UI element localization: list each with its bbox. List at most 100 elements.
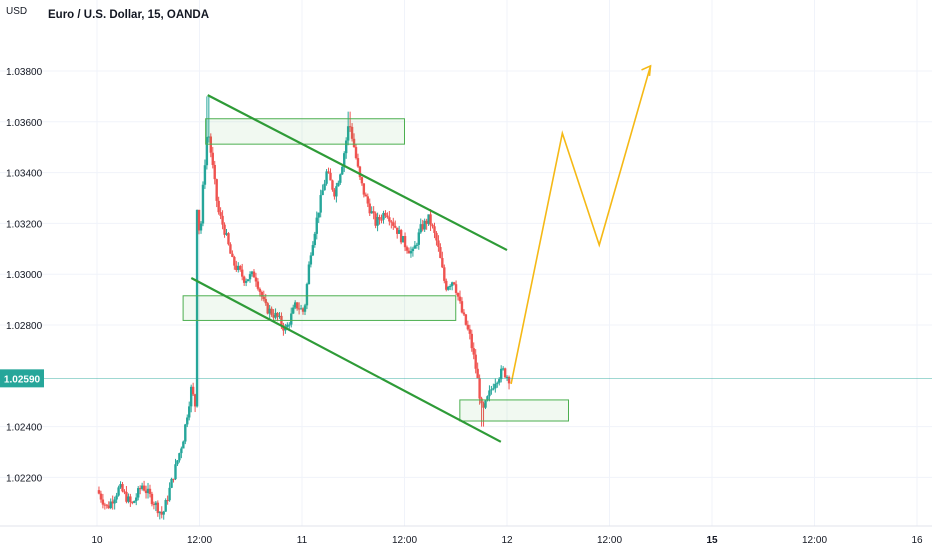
candle-body bbox=[158, 511, 161, 514]
drawings[interactable] bbox=[182, 64, 652, 443]
candle-body bbox=[221, 215, 224, 225]
candle-body bbox=[452, 282, 456, 285]
candle-body bbox=[382, 212, 385, 220]
trendline[interactable] bbox=[190, 277, 502, 443]
price-tick-label: 1.02200 bbox=[6, 473, 43, 484]
candle-body bbox=[201, 184, 205, 224]
candle-body bbox=[290, 313, 293, 325]
candle-body bbox=[160, 511, 163, 515]
candle-body bbox=[333, 189, 336, 197]
candle-body bbox=[484, 400, 487, 408]
candle-body bbox=[331, 180, 334, 190]
candle-body bbox=[447, 286, 450, 290]
candle-body bbox=[270, 308, 273, 315]
candle-body bbox=[258, 288, 262, 292]
candle-body bbox=[305, 284, 309, 306]
candle-body bbox=[411, 248, 415, 252]
candle-body bbox=[231, 253, 234, 257]
candle-body bbox=[441, 258, 444, 268]
candle-body bbox=[235, 265, 238, 271]
time-axis[interactable]: 10 12:00 11 12:00 12 12:00 15 12:00 16 bbox=[0, 525, 932, 546]
candle-body bbox=[223, 224, 226, 235]
candle-body bbox=[319, 195, 322, 213]
candle-body bbox=[140, 485, 144, 489]
candle-body bbox=[193, 394, 197, 407]
candle-body bbox=[264, 299, 267, 304]
candle-body bbox=[299, 308, 303, 310]
candle-body bbox=[427, 214, 430, 224]
zone-rectangle[interactable] bbox=[182, 295, 457, 321]
candle-body bbox=[205, 137, 209, 166]
candle-body bbox=[266, 303, 269, 314]
candle-body bbox=[313, 233, 316, 246]
time-tick-label: 12 bbox=[501, 535, 513, 546]
candle-body bbox=[448, 285, 452, 287]
time-tick-label: 12:00 bbox=[802, 535, 827, 546]
candle-body bbox=[405, 247, 409, 251]
price-tick-label: 1.03200 bbox=[6, 219, 43, 230]
candle-body bbox=[123, 491, 126, 493]
zone-rectangle[interactable] bbox=[205, 118, 405, 145]
candle-body bbox=[343, 153, 346, 167]
candle-body bbox=[380, 219, 383, 221]
candle-body bbox=[242, 276, 246, 283]
candle-body bbox=[503, 368, 507, 378]
candle-body bbox=[184, 424, 187, 442]
candle-body bbox=[488, 390, 491, 397]
candle-body bbox=[272, 314, 275, 318]
candle-body bbox=[207, 136, 211, 138]
candle-body bbox=[505, 376, 509, 378]
candle-body bbox=[105, 504, 109, 506]
candle-body bbox=[346, 126, 350, 141]
candle-body bbox=[154, 502, 158, 505]
candle-body bbox=[470, 333, 473, 349]
candle-body bbox=[423, 220, 426, 230]
candle-body bbox=[172, 478, 175, 480]
candle-body bbox=[119, 484, 122, 488]
candle-body bbox=[339, 174, 342, 183]
candle-body bbox=[168, 487, 171, 501]
candle-body bbox=[368, 203, 371, 214]
candle-body bbox=[135, 497, 138, 502]
candle-body bbox=[462, 312, 466, 315]
candle-body bbox=[443, 267, 446, 281]
candle-body bbox=[327, 171, 330, 173]
candle-body bbox=[97, 490, 101, 494]
candle-body bbox=[180, 448, 183, 454]
candle-body bbox=[378, 217, 381, 220]
candle-body bbox=[107, 505, 110, 509]
candle-body bbox=[182, 441, 185, 449]
candle-body bbox=[240, 269, 244, 277]
candle-body bbox=[409, 251, 413, 254]
candle-body bbox=[131, 502, 134, 504]
candle-body bbox=[244, 281, 248, 283]
candle-body bbox=[125, 491, 128, 502]
arrow-head-icon bbox=[641, 64, 652, 76]
projection-path[interactable] bbox=[510, 65, 652, 385]
candle-body bbox=[109, 501, 112, 509]
candle-body bbox=[421, 224, 424, 230]
trendline[interactable] bbox=[207, 94, 508, 252]
candle-body bbox=[99, 493, 103, 500]
time-tick-label: 11 bbox=[297, 535, 308, 546]
candle-body bbox=[431, 224, 434, 227]
price-axis[interactable]: USD 1.02200 1.02400 1.02800 1.03000 1.03200 1… bbox=[6, 6, 43, 484]
candle-body bbox=[464, 314, 468, 325]
candle-body bbox=[478, 378, 481, 399]
zone-rectangle[interactable] bbox=[459, 399, 570, 422]
candle-body bbox=[429, 214, 432, 225]
candle-body bbox=[178, 453, 181, 461]
candle-body bbox=[392, 222, 395, 226]
candle-body bbox=[103, 504, 107, 506]
candle-body bbox=[191, 386, 195, 395]
candle-body bbox=[188, 406, 191, 418]
candle-body bbox=[170, 478, 173, 488]
candle-body bbox=[399, 230, 403, 243]
candle-body bbox=[129, 496, 132, 503]
candle-body bbox=[492, 388, 495, 390]
candle-body bbox=[490, 389, 493, 391]
candle-body bbox=[494, 383, 497, 389]
candle-body bbox=[460, 301, 464, 313]
